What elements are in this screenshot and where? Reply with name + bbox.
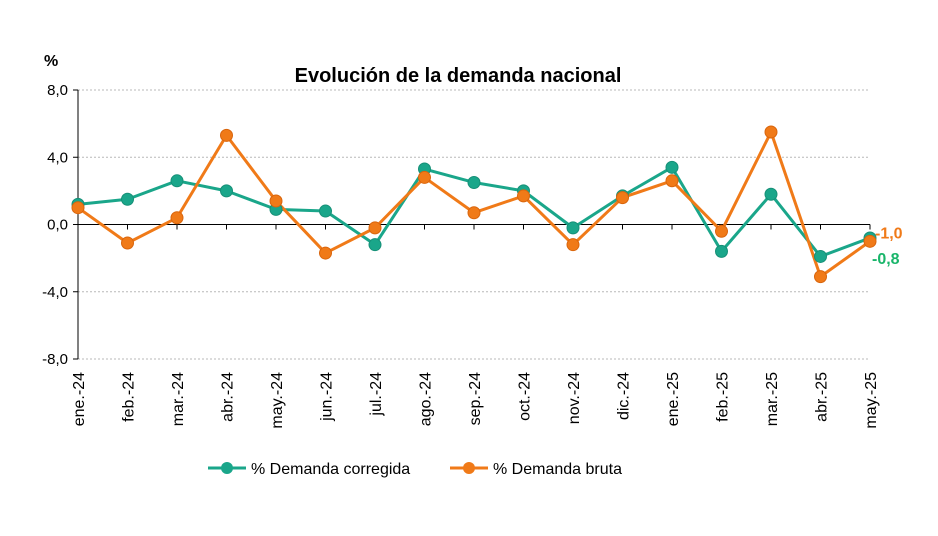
data-point (616, 191, 629, 205)
data-point (517, 189, 530, 203)
x-tick-label: jul.-24 (368, 372, 385, 417)
series-line (77, 130, 871, 279)
data-point (170, 211, 184, 225)
data-point (319, 204, 332, 218)
x-tick-label: sep.-24 (467, 372, 484, 425)
x-tick-label: may.-24 (269, 372, 286, 429)
data-point (220, 128, 233, 142)
data-point (269, 194, 283, 208)
data-point (170, 174, 184, 188)
x-tick-label: dic.-24 (616, 372, 633, 420)
data-point (220, 184, 233, 198)
y-tick-label: -8,0 (42, 351, 68, 368)
y-tick-label: 4,0 (47, 149, 68, 166)
legend-label: % Demanda bruta (493, 461, 622, 478)
y-tick-label: -4,0 (42, 284, 68, 301)
data-point (814, 249, 827, 263)
data-point (368, 221, 382, 235)
data-point (418, 170, 431, 184)
end-label-gross: -1,0 (875, 225, 903, 242)
data-point (814, 270, 827, 284)
x-tick-label: feb.-24 (121, 372, 138, 422)
y-axis-unit-label: % (44, 53, 58, 70)
x-tick-label: may.-25 (863, 372, 880, 429)
data-point (764, 125, 778, 139)
legend: % Demanda corregida % Demanda bruta (208, 461, 622, 478)
x-tick-label: ago.-24 (418, 372, 435, 426)
data-point (368, 238, 382, 252)
data-point (566, 238, 580, 252)
data-point (764, 187, 778, 201)
x-tick-label: mar.-24 (170, 372, 187, 426)
end-label-corrected: -0,8 (872, 251, 900, 268)
data-point (665, 174, 679, 188)
data-point (467, 206, 481, 220)
y-tick-label: 0,0 (47, 217, 68, 234)
data-point (121, 192, 134, 206)
series-group (71, 125, 877, 284)
x-tick-label: ene.-24 (71, 372, 88, 426)
data-point (863, 234, 877, 248)
gridlines (78, 89, 870, 360)
data-point (467, 175, 481, 189)
legend-marker (463, 462, 475, 474)
x-tick-label: mar.-25 (764, 372, 781, 426)
x-tick-label: jun.-24 (319, 372, 336, 422)
data-point (566, 221, 580, 235)
data-point (715, 224, 728, 238)
axes (73, 89, 871, 360)
y-axis-ticks: 8,0 4,0 0,0 -4,0 -8,0 (42, 82, 68, 368)
legend-label: % Demanda corregida (251, 461, 410, 478)
legend-marker (221, 462, 233, 474)
data-point (319, 246, 332, 260)
data-point (665, 160, 679, 174)
x-axis-ticks: ene.-24 feb.-24 mar.-24 abr.-24 may.-24 jun.-… (71, 372, 880, 429)
chart-title: Evolución de la demanda nacional (295, 65, 622, 87)
x-tick-label: feb.-25 (715, 372, 732, 422)
x-tick-label: abr.-24 (220, 372, 237, 422)
x-tick-label: ene.-25 (665, 372, 682, 426)
data-point (715, 244, 728, 258)
x-tick-label: nov.-24 (566, 372, 583, 424)
x-tick-label: oct.-24 (517, 372, 534, 421)
end-labels: -1,0 -0,8 (872, 225, 903, 268)
y-tick-label: 8,0 (47, 82, 68, 99)
data-point (71, 201, 85, 215)
data-point (121, 236, 134, 250)
x-tick-label: abr.-25 (814, 372, 831, 422)
